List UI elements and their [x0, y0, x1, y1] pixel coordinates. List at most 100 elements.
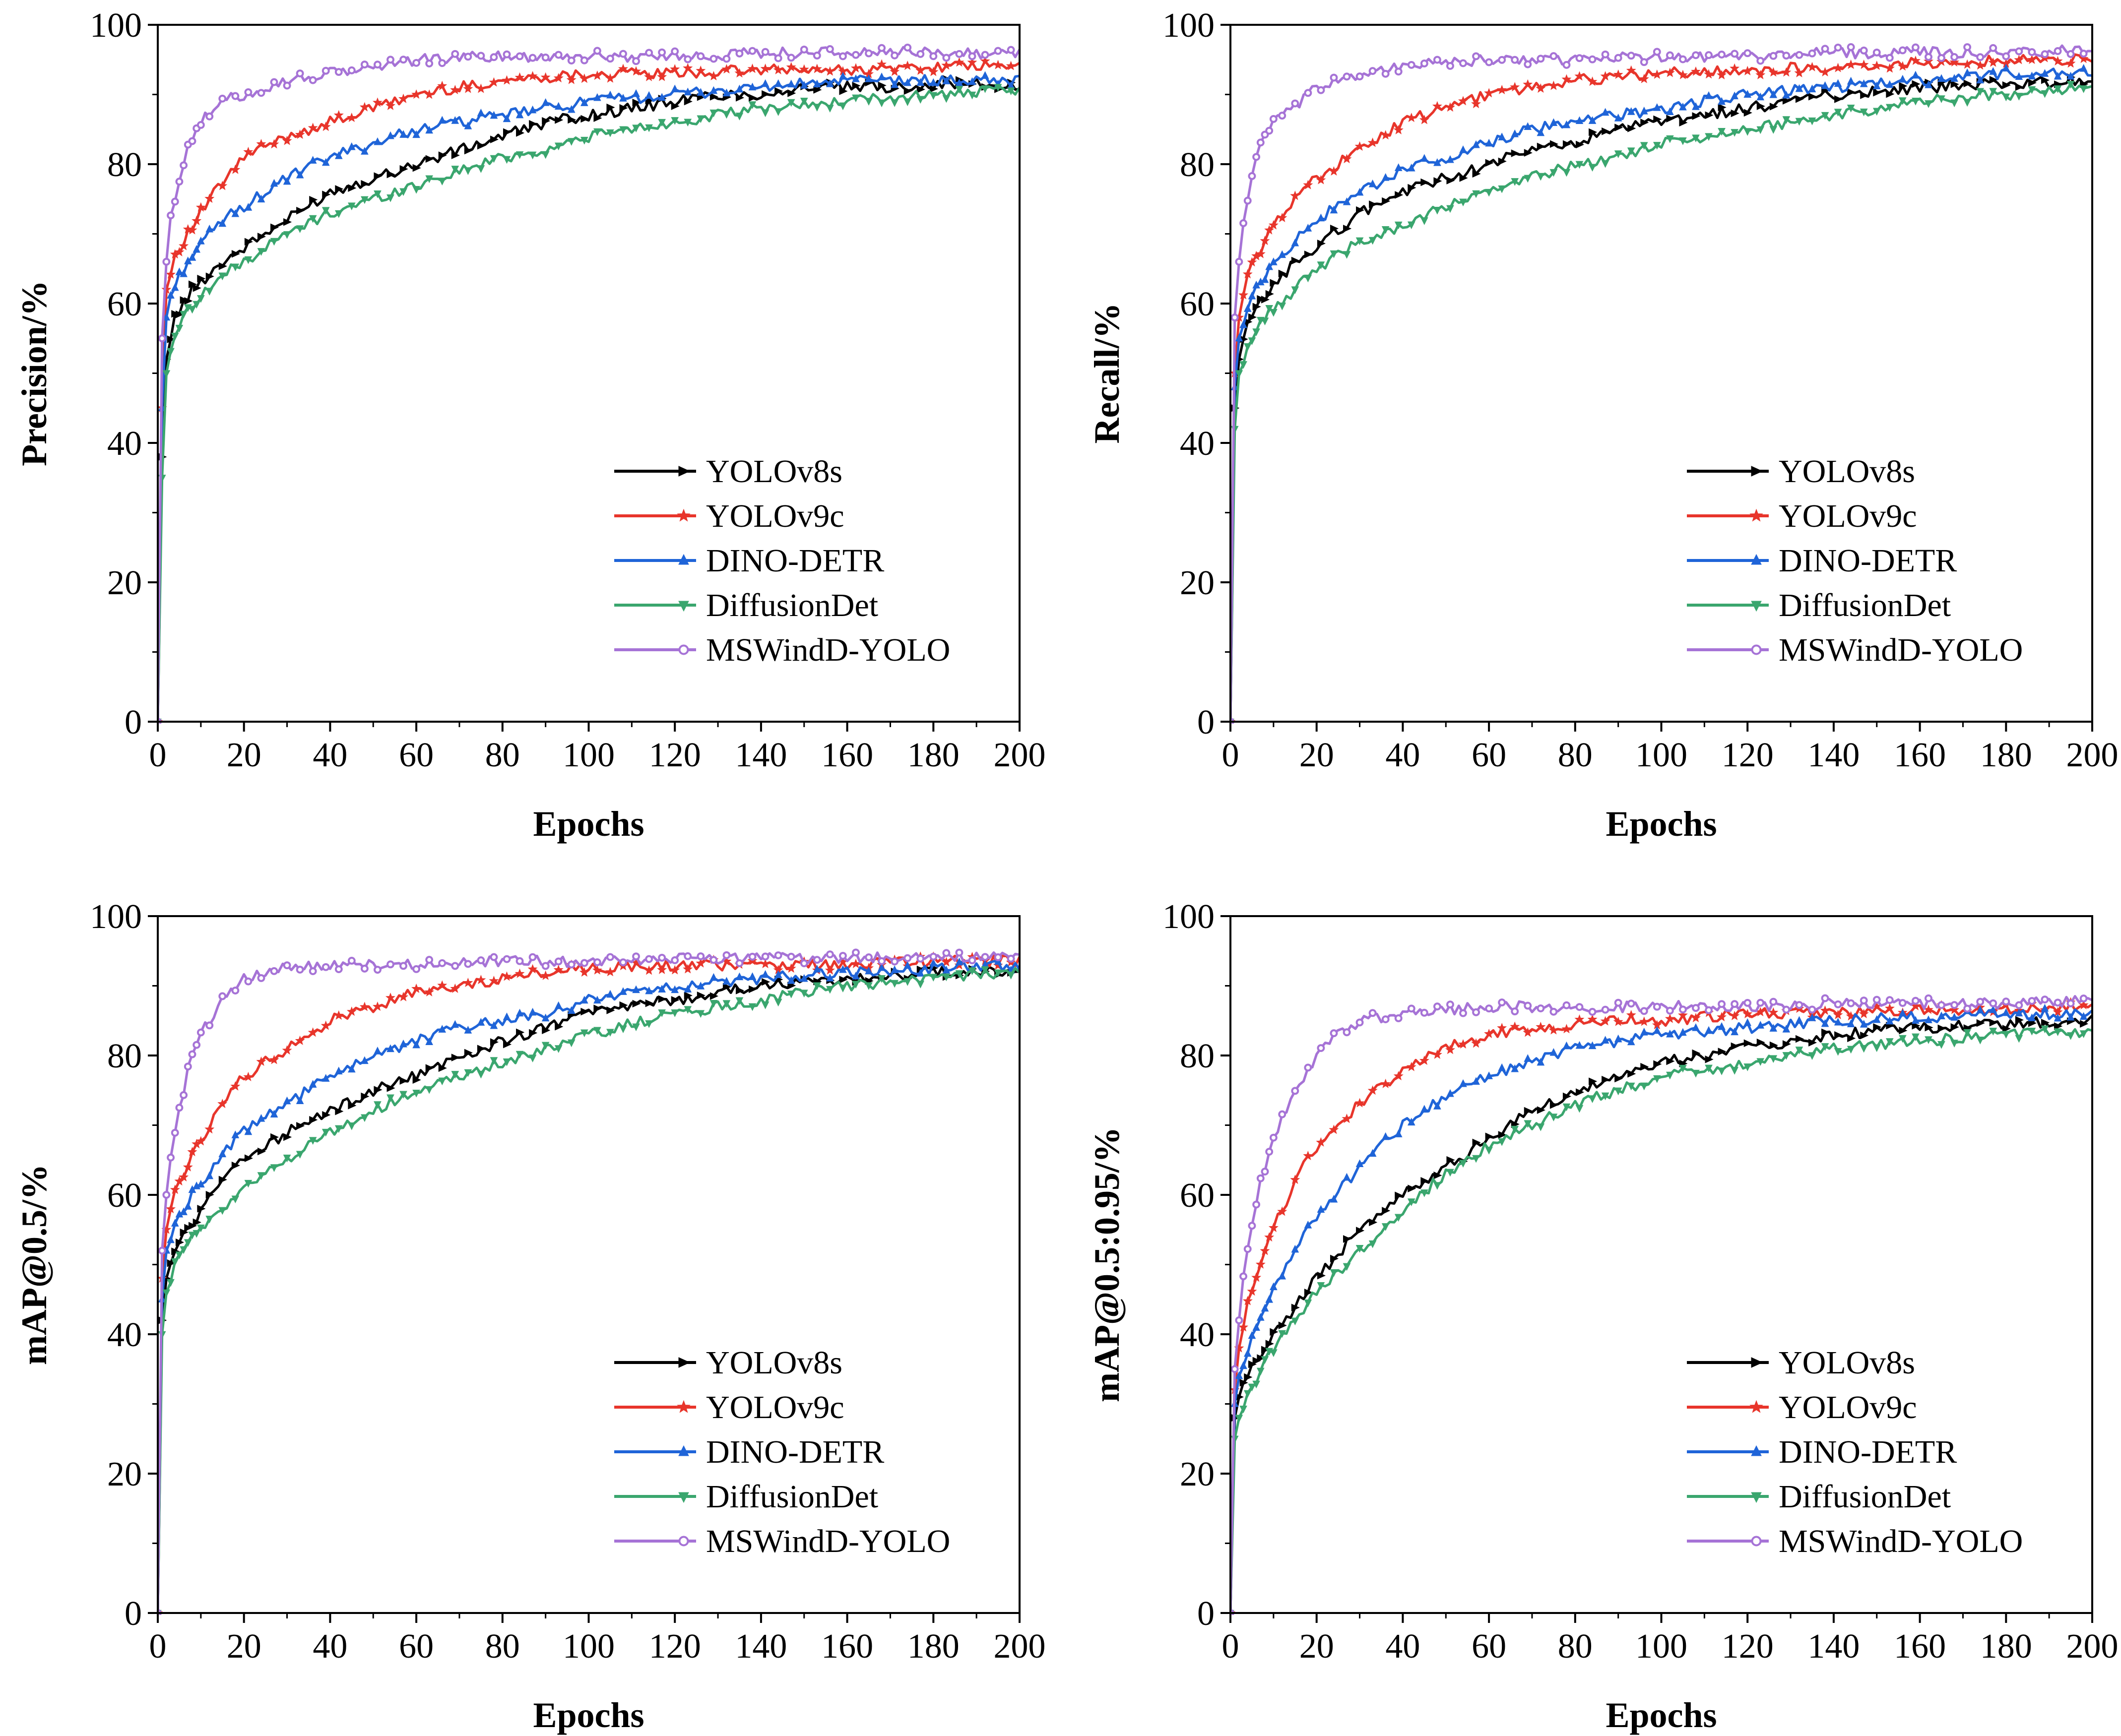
data-point: [761, 952, 770, 961]
data-point: [1407, 1004, 1415, 1013]
data-point: [180, 1246, 188, 1254]
data-point: [1356, 206, 1365, 214]
data-point: [1679, 102, 1687, 111]
data-point: [399, 130, 407, 138]
data-point: [1731, 50, 1739, 58]
data-point: [1601, 50, 1609, 59]
y-tick-label: 100: [1162, 6, 1215, 45]
data-point: [438, 59, 447, 67]
data-point: [1446, 155, 1454, 163]
series-yolov8s: [1230, 73, 2092, 724]
data-point: [619, 126, 627, 134]
data-point: [171, 1219, 179, 1227]
data-point: [158, 1246, 166, 1255]
data-point: [1678, 55, 1687, 63]
data-point: [1769, 126, 1778, 134]
data-point: [852, 51, 860, 59]
data-point: [1394, 163, 1403, 171]
data-point: [580, 1007, 589, 1016]
data-point: [361, 180, 370, 188]
data-point: [942, 76, 951, 84]
data-point: [399, 56, 407, 64]
data-point: [1472, 1138, 1481, 1147]
data-point: [1511, 149, 1520, 157]
x-tick-label: 20: [1299, 1627, 1334, 1666]
data-point: [1261, 1303, 1269, 1312]
data-point: [1731, 91, 1738, 100]
series-line: [158, 954, 1020, 1613]
data-point: [1524, 1120, 1532, 1128]
data-point: [826, 45, 834, 53]
data-point: [167, 348, 175, 356]
data-point: [1511, 1007, 1519, 1016]
data-point: [1588, 1095, 1597, 1103]
y-tick-label: 0: [125, 703, 142, 742]
data-point: [1498, 157, 1507, 166]
data-point: [205, 1021, 214, 1030]
data-point: [1407, 221, 1415, 230]
data-point: [490, 135, 499, 143]
data-point: [1459, 59, 1467, 67]
data-point: [1239, 320, 1247, 328]
data-point: [683, 62, 693, 73]
data-point: [1291, 1303, 1300, 1311]
data-point: [929, 958, 938, 967]
data-point: [916, 969, 925, 977]
data-point: [1885, 80, 1894, 88]
data-point: [1912, 80, 1921, 88]
data-point: [1834, 95, 1843, 103]
data-point: [309, 156, 317, 164]
series-line: [158, 967, 1020, 1613]
data-point: [1380, 1078, 1391, 1088]
data-point: [1963, 68, 1971, 76]
data-point: [218, 262, 227, 270]
data-point: [671, 956, 679, 964]
data-point: [1497, 1023, 1507, 1033]
data-point: [1937, 95, 1945, 103]
data-point: [1304, 224, 1312, 232]
data-point: [580, 995, 588, 1004]
data-point: [1368, 237, 1377, 245]
y-tick-label: 100: [90, 898, 142, 936]
plot-frame: [157, 24, 1021, 723]
series-line: [1230, 67, 2092, 722]
x-tick-label: 120: [649, 1627, 701, 1666]
data-point: [579, 967, 589, 977]
data-point: [231, 1161, 240, 1170]
data-point: [257, 1114, 265, 1122]
data-point: [1963, 43, 1972, 52]
data-point: [1562, 169, 1571, 177]
data-point: [451, 50, 459, 58]
legend-item-yolov8s: YOLOv8s: [1687, 1345, 1915, 1381]
data-point: [205, 1171, 214, 1179]
data-point: [941, 957, 952, 967]
data-point: [606, 103, 615, 112]
data-point: [270, 1164, 278, 1172]
data-point: [2079, 50, 2088, 58]
y-tick-label: 0: [1197, 1595, 1215, 1633]
data-point: [411, 89, 422, 99]
data-point: [183, 1162, 193, 1172]
data-point: [1433, 1171, 1442, 1179]
data-point: [541, 98, 550, 106]
data-point: [903, 43, 912, 52]
data-point: [1795, 1016, 1803, 1024]
legend-item-yolov9c: YOLOv9c: [1687, 498, 1917, 534]
data-point: [1524, 1107, 1533, 1115]
data-point: [296, 225, 304, 233]
data-point: [1459, 1079, 1467, 1087]
data-point: [477, 1070, 485, 1079]
data-point: [386, 131, 394, 139]
data-point: [1575, 140, 1585, 149]
x-tick-label: 20: [227, 736, 261, 774]
data-point: [1963, 79, 1972, 88]
y-axis-title: mAP@0.5/%: [14, 1164, 54, 1365]
legend-item-diffusiondet: DiffusionDet: [614, 1479, 878, 1515]
data-point: [162, 1191, 171, 1199]
data-point: [1317, 261, 1325, 269]
data-point: [1937, 1001, 1945, 1009]
data-point: [1536, 83, 1546, 93]
data-point: [1329, 1124, 1339, 1134]
legend-item-diffusiondet: DiffusionDet: [1687, 1479, 1951, 1515]
